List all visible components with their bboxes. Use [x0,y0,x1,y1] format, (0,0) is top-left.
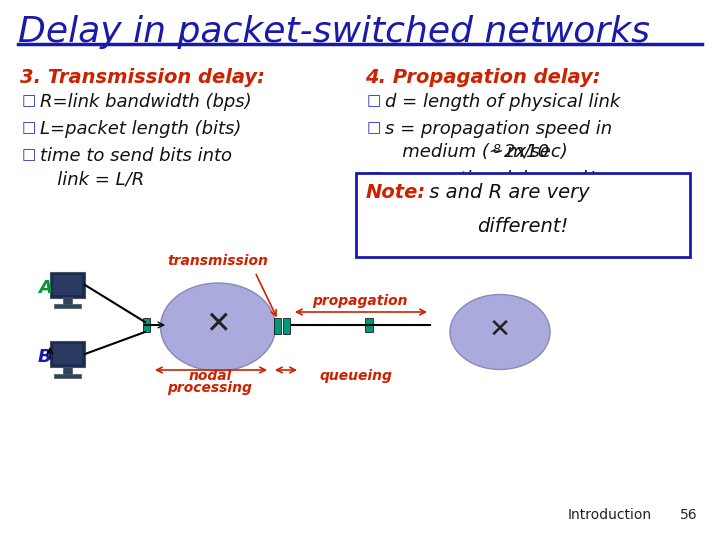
Ellipse shape [450,294,550,369]
Text: transmission: transmission [168,254,269,268]
Text: time to send bits into: time to send bits into [40,147,232,165]
Text: propagation: propagation [312,294,408,308]
Bar [63,297,72,305]
Text: Delay in packet-switched networks: Delay in packet-switched networks [18,15,650,49]
Text: m/sec): m/sec) [501,143,568,161]
Bar [365,318,373,332]
Text: □: □ [367,93,382,108]
FancyBboxPatch shape [356,173,690,257]
Bar [54,304,81,308]
Text: different!: different! [477,217,569,236]
Bar [63,367,72,375]
Text: R=link bandwidth (bps): R=link bandwidth (bps) [40,93,251,111]
Text: B: B [38,348,52,366]
Bar [53,344,82,364]
Bar [274,318,281,334]
Text: propagation delay = d/s: propagation delay = d/s [385,170,602,188]
Text: processing: processing [168,381,253,395]
Text: nodal: nodal [189,369,232,383]
Bar [143,318,150,332]
Text: 8: 8 [493,143,501,156]
Text: s and R are very: s and R are very [423,183,590,202]
Bar [53,275,82,295]
Text: ✕: ✕ [489,317,511,343]
Text: s = propagation speed in: s = propagation speed in [385,120,612,138]
Text: □: □ [22,93,37,108]
Text: queueing: queueing [320,369,393,383]
Text: □: □ [22,147,37,162]
Text: □: □ [367,120,382,135]
Text: Introduction: Introduction [568,508,652,522]
Bar [50,272,85,298]
Ellipse shape [161,283,276,371]
Text: link = L/R: link = L/R [40,170,144,188]
Text: □: □ [367,170,382,185]
Text: 3. Transmission delay:: 3. Transmission delay: [20,68,265,87]
Text: d = length of physical link: d = length of physical link [385,93,620,111]
Text: 56: 56 [680,508,698,522]
Text: A: A [38,279,52,297]
Text: □: □ [22,120,37,135]
Text: Note:: Note: [366,183,426,202]
Text: medium (~2x10: medium (~2x10 [385,143,549,161]
Bar [283,318,290,334]
Bar [50,341,85,367]
Text: ✕: ✕ [205,310,230,340]
Text: L=packet length (bits): L=packet length (bits) [40,120,241,138]
Text: 4. Propagation delay:: 4. Propagation delay: [365,68,600,87]
Bar [54,374,81,378]
